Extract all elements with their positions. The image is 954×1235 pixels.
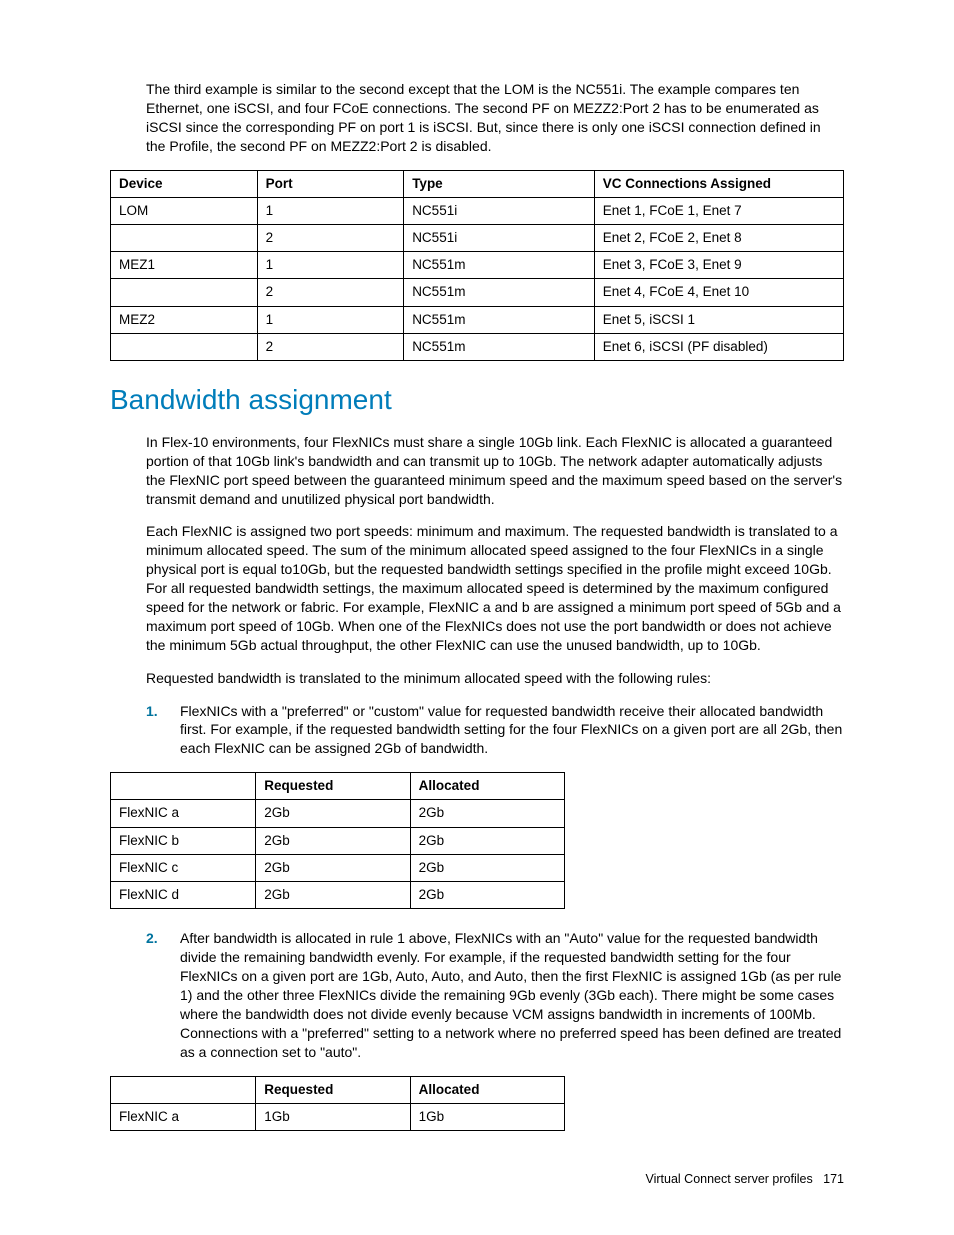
- table-cell: 1: [257, 197, 404, 224]
- table-cell: 2Gb: [256, 882, 410, 909]
- table-cell: MEZ1: [111, 252, 258, 279]
- device-table: DevicePortTypeVC Connections Assigned LO…: [110, 170, 844, 362]
- table-cell: [111, 225, 258, 252]
- table-cell: NC551i: [404, 197, 595, 224]
- table-header: Allocated: [410, 773, 564, 800]
- list-text: After bandwidth is allocated in rule 1 a…: [180, 929, 844, 1061]
- table-row: 2NC551mEnet 6, iSCSI (PF disabled): [111, 333, 844, 360]
- table-cell: Enet 5, iSCSI 1: [594, 306, 843, 333]
- table-cell: 2: [257, 333, 404, 360]
- table-cell: 2Gb: [410, 882, 564, 909]
- table-row: 2NC551mEnet 4, FCoE 4, Enet 10: [111, 279, 844, 306]
- list-number: 2.: [146, 929, 180, 1061]
- table-header: Type: [404, 170, 595, 197]
- table-cell: Enet 2, FCoE 2, Enet 8: [594, 225, 843, 252]
- table-cell: 2Gb: [410, 800, 564, 827]
- table-cell: [111, 333, 258, 360]
- page-footer: Virtual Connect server profiles 171: [110, 1171, 844, 1188]
- table-row: LOM1NC551iEnet 1, FCoE 1, Enet 7: [111, 197, 844, 224]
- rules-list-cont: 2. After bandwidth is allocated in rule …: [146, 929, 844, 1061]
- table-cell: [111, 279, 258, 306]
- table-header: [111, 1076, 256, 1103]
- table-cell: 1: [257, 306, 404, 333]
- table-header: Port: [257, 170, 404, 197]
- table-cell: NC551i: [404, 225, 595, 252]
- table-cell: LOM: [111, 197, 258, 224]
- section-heading: Bandwidth assignment: [110, 381, 844, 419]
- list-item: 1. FlexNICs with a "preferred" or "custo…: [146, 702, 844, 759]
- table-cell: 2Gb: [410, 854, 564, 881]
- table-cell: 2Gb: [256, 854, 410, 881]
- table-cell: FlexNIC a: [111, 1103, 256, 1130]
- table-header: Allocated: [410, 1076, 564, 1103]
- table-row: FlexNIC c2Gb2Gb: [111, 854, 565, 881]
- table-cell: FlexNIC b: [111, 827, 256, 854]
- table-header: Device: [111, 170, 258, 197]
- intro-paragraph: The third example is similar to the seco…: [146, 80, 844, 156]
- table-row: 2NC551iEnet 2, FCoE 2, Enet 8: [111, 225, 844, 252]
- table-cell: Enet 1, FCoE 1, Enet 7: [594, 197, 843, 224]
- table-cell: FlexNIC d: [111, 882, 256, 909]
- table-header: [111, 773, 256, 800]
- list-text: FlexNICs with a "preferred" or "custom" …: [180, 702, 844, 759]
- table-cell: Enet 3, FCoE 3, Enet 9: [594, 252, 843, 279]
- footer-section: Virtual Connect server profiles: [646, 1172, 813, 1186]
- table-cell: FlexNIC a: [111, 800, 256, 827]
- table-cell: 2: [257, 279, 404, 306]
- list-number: 1.: [146, 702, 180, 759]
- table-row: FlexNIC b2Gb2Gb: [111, 827, 565, 854]
- table-header: Requested: [256, 773, 410, 800]
- table-cell: 2Gb: [256, 800, 410, 827]
- table-row: MEZ21NC551mEnet 5, iSCSI 1: [111, 306, 844, 333]
- table-cell: NC551m: [404, 252, 595, 279]
- table-cell: Enet 4, FCoE 4, Enet 10: [594, 279, 843, 306]
- footer-page: 171: [823, 1172, 844, 1186]
- table-row: MEZ11NC551mEnet 3, FCoE 3, Enet 9: [111, 252, 844, 279]
- bandwidth-table-1: RequestedAllocated FlexNIC a2Gb2GbFlexNI…: [110, 772, 565, 909]
- table-row: FlexNIC a1Gb1Gb: [111, 1103, 565, 1130]
- body-paragraph: Each FlexNIC is assigned two port speeds…: [146, 522, 844, 654]
- table-cell: FlexNIC c: [111, 854, 256, 881]
- table-cell: 2Gb: [410, 827, 564, 854]
- table-cell: 2Gb: [256, 827, 410, 854]
- table-header: Requested: [256, 1076, 410, 1103]
- table-cell: Enet 6, iSCSI (PF disabled): [594, 333, 843, 360]
- table-cell: NC551m: [404, 333, 595, 360]
- list-item: 2. After bandwidth is allocated in rule …: [146, 929, 844, 1061]
- table-cell: 1Gb: [256, 1103, 410, 1130]
- table-cell: 1Gb: [410, 1103, 564, 1130]
- table-cell: NC551m: [404, 306, 595, 333]
- body-paragraph: Requested bandwidth is translated to the…: [146, 669, 844, 688]
- rules-list: 1. FlexNICs with a "preferred" or "custo…: [146, 702, 844, 759]
- table-cell: 2: [257, 225, 404, 252]
- table-cell: NC551m: [404, 279, 595, 306]
- table-cell: 1: [257, 252, 404, 279]
- bandwidth-table-2: RequestedAllocated FlexNIC a1Gb1Gb: [110, 1076, 565, 1131]
- table-row: FlexNIC a2Gb2Gb: [111, 800, 565, 827]
- table-cell: MEZ2: [111, 306, 258, 333]
- table-row: FlexNIC d2Gb2Gb: [111, 882, 565, 909]
- body-paragraph: In Flex-10 environments, four FlexNICs m…: [146, 433, 844, 509]
- table-header: VC Connections Assigned: [594, 170, 843, 197]
